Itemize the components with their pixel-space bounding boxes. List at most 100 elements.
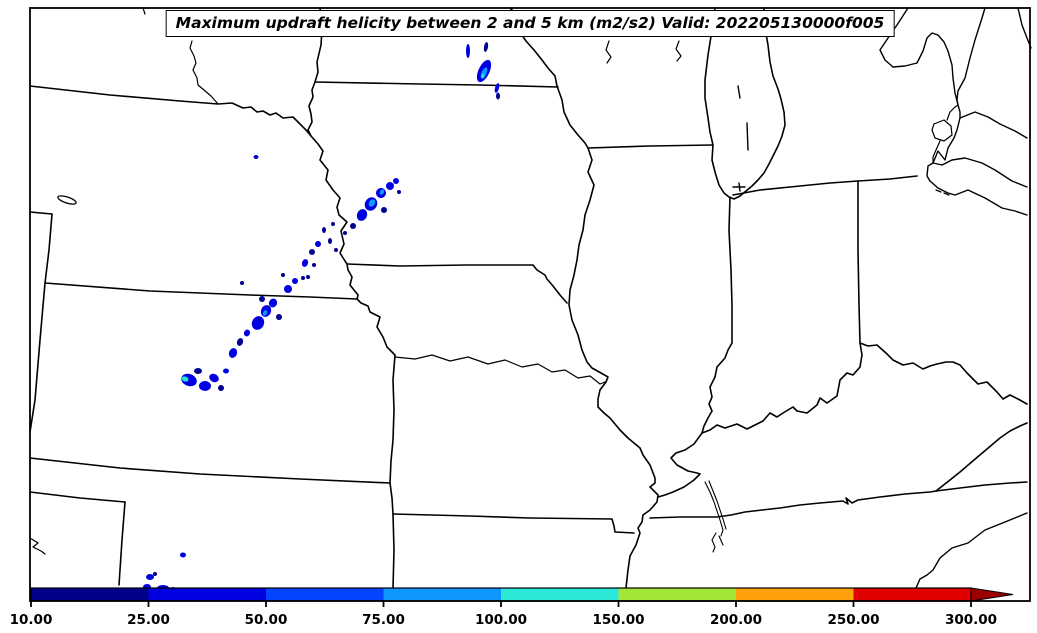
river-line [704,481,724,537]
state-border-line [929,180,1028,216]
plot-title: Maximum updraft helicity between 2 and 5… [165,10,895,37]
colorbar-tick-label: 50.00 [245,612,288,628]
helicity-blob [483,42,489,52]
state-border-line [346,263,568,304]
river-line [189,40,219,105]
helicity-blob [322,227,326,233]
river-line [708,480,727,530]
state-border-line [389,354,396,589]
helicity-blob [301,276,305,280]
state-border-line [857,175,918,182]
helicity-blob [262,310,268,316]
state-border-line [701,196,733,434]
helicity-blob [292,278,298,284]
state-border-line [935,422,1028,492]
helicity-blob [350,223,356,229]
river-line [29,537,46,555]
state-border-line [943,192,950,196]
state-border-line [649,490,937,519]
helicity-blob [386,182,394,190]
colorbar-tick-label: 300.00 [945,612,997,628]
river-line [701,342,863,434]
colorbar-tick-label: 150.00 [592,612,644,628]
river-line [605,40,612,64]
colorbar-tick-label: 10.00 [10,612,53,628]
helicity-blob [312,263,316,267]
state-border-line [29,457,391,484]
river-line [718,535,724,546]
helicity-blob [268,298,278,308]
state-border-line [29,213,53,433]
state-border-line [29,491,126,503]
river-line [556,85,659,589]
state-border-line [746,122,749,151]
helicity-blob [194,368,202,374]
colorbar-segment [31,588,149,601]
state-border-line [704,7,786,200]
state-border-line [118,501,126,586]
state-border-line [732,180,859,196]
state-border-line [142,7,146,15]
state-border-line [44,282,358,300]
state-border-line [879,7,961,182]
river-line [394,354,606,385]
colorbar-tick-label: 25.00 [127,612,170,628]
helicity-blob [240,281,244,285]
helicity-blob [301,259,309,267]
state-border-line [956,7,986,106]
helicity-blob [356,209,368,221]
helicity-blob [331,222,335,226]
helicity-blob [397,190,401,194]
colorbar-segment [501,588,619,601]
helicity-blob [276,314,282,320]
state-border-line [931,119,953,142]
helicity-blob [379,189,385,195]
helicity-blob [368,199,376,207]
colorbar-tick-label: 75.00 [362,612,405,628]
helicity-blob [223,368,229,374]
helicity-blob [381,207,387,213]
helicity-blob [153,572,157,576]
river-line [310,135,396,356]
state-border-line [857,180,861,344]
helicity-blob [309,249,315,255]
river-line [932,140,941,164]
helicity-blob [236,338,244,346]
state-border-line [738,182,741,192]
river-line [946,104,959,121]
helicity-blob [284,285,292,293]
helicity-blob [496,92,500,100]
river-line [915,512,1028,589]
helicity-blob [343,231,347,235]
state-border-line [959,111,1028,139]
state-border-line [935,481,1028,492]
helicity-blob [494,83,500,93]
state-border-line [935,189,942,193]
state-border-line [932,157,1028,188]
colorbar-segment [266,588,384,601]
river-line [657,432,703,498]
helicity-blob [251,316,265,330]
helicity-blob [146,574,154,580]
helicity-blob [334,248,338,252]
river-line [859,342,1028,405]
helicity-blob [181,376,189,382]
state-border-line [307,81,316,137]
helicity-blob [328,238,332,244]
colorbar-tick-label: 250.00 [827,612,879,628]
helicity-blob [481,73,485,79]
helicity-blob [393,178,399,184]
helicity-blob [228,348,238,358]
helicity-blob [243,329,251,337]
lake-outline [57,195,77,205]
river-line [675,40,682,62]
helicity-blob [315,241,321,247]
helicity-blob [259,296,265,302]
colorbar-tick-label: 200.00 [710,612,762,628]
map-frame [29,7,1031,602]
colorbar-segment [383,588,501,601]
state-border-line [392,513,635,534]
